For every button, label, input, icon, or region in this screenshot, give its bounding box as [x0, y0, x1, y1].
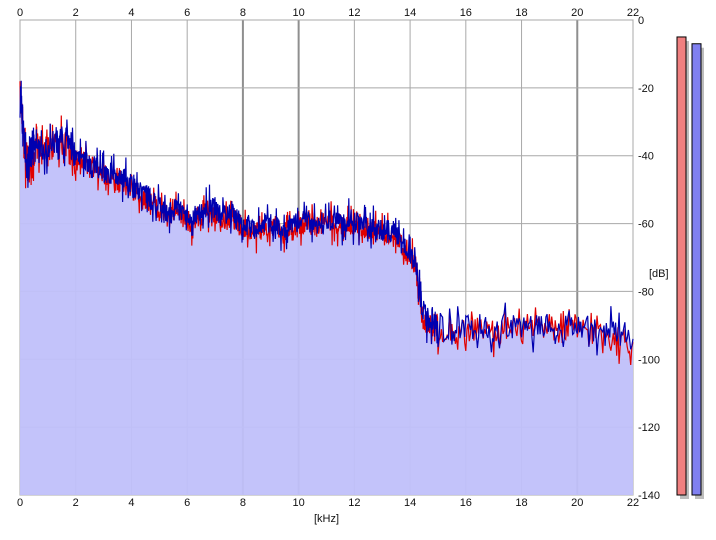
x-tick-label-bottom: 0 [17, 497, 23, 509]
x-axis-title: [kHz] [314, 513, 339, 525]
x-tick-label-top: 4 [128, 7, 134, 19]
level-meter-2 [691, 43, 702, 496]
x-tick-label-bottom: 2 [73, 497, 79, 509]
x-tick-label-top: 22 [627, 7, 639, 19]
level-meter-1 [676, 36, 687, 496]
y-tick-label: -40 [638, 151, 654, 163]
x-tick-label-bottom: 14 [404, 497, 416, 509]
series-layer [19, 80, 634, 365]
x-tick-label-bottom: 6 [184, 497, 190, 509]
x-tick-label-bottom: 20 [571, 497, 583, 509]
x-tick-label-bottom: 12 [348, 497, 360, 509]
x-tick-label-top: 16 [460, 7, 472, 19]
y-axis-title: [dB] [649, 268, 669, 280]
level-meters [676, 36, 704, 499]
x-tick-label-bottom: 8 [240, 497, 246, 509]
x-tick-label-top: 6 [184, 7, 190, 19]
x-tick-label-top: 8 [240, 7, 246, 19]
x-tick-label-top: 10 [293, 7, 305, 19]
x-tick-label-top: 2 [73, 7, 79, 19]
x-tick-label-bottom: 10 [293, 497, 305, 509]
x-tick-label-bottom: 4 [128, 497, 134, 509]
y-tick-label: -80 [638, 286, 654, 298]
x-tick-label-bottom: 18 [515, 497, 527, 509]
x-tick-label-bottom: 16 [460, 497, 472, 509]
x-tick-label-top: 20 [571, 7, 583, 19]
spectrum-fill [20, 80, 633, 496]
y-tick-label: -20 [638, 83, 654, 95]
x-tick-label-top: 14 [404, 7, 416, 19]
series-line-2 [19, 80, 634, 356]
axes: 002244668810101212141416161818202022220-… [17, 7, 660, 509]
y-tick-label: -140 [638, 490, 660, 502]
y-tick-label: -100 [638, 354, 660, 366]
y-tick-label: -120 [638, 422, 660, 434]
y-tick-label: -60 [638, 219, 654, 231]
x-tick-label-top: 18 [515, 7, 527, 19]
x-tick-label-top: 0 [17, 7, 23, 19]
x-tick-label-bottom: 22 [627, 497, 639, 509]
x-tick-label-top: 12 [348, 7, 360, 19]
y-tick-label: 0 [638, 15, 644, 27]
spectrum-area [20, 80, 633, 496]
series-line-1 [19, 81, 634, 365]
